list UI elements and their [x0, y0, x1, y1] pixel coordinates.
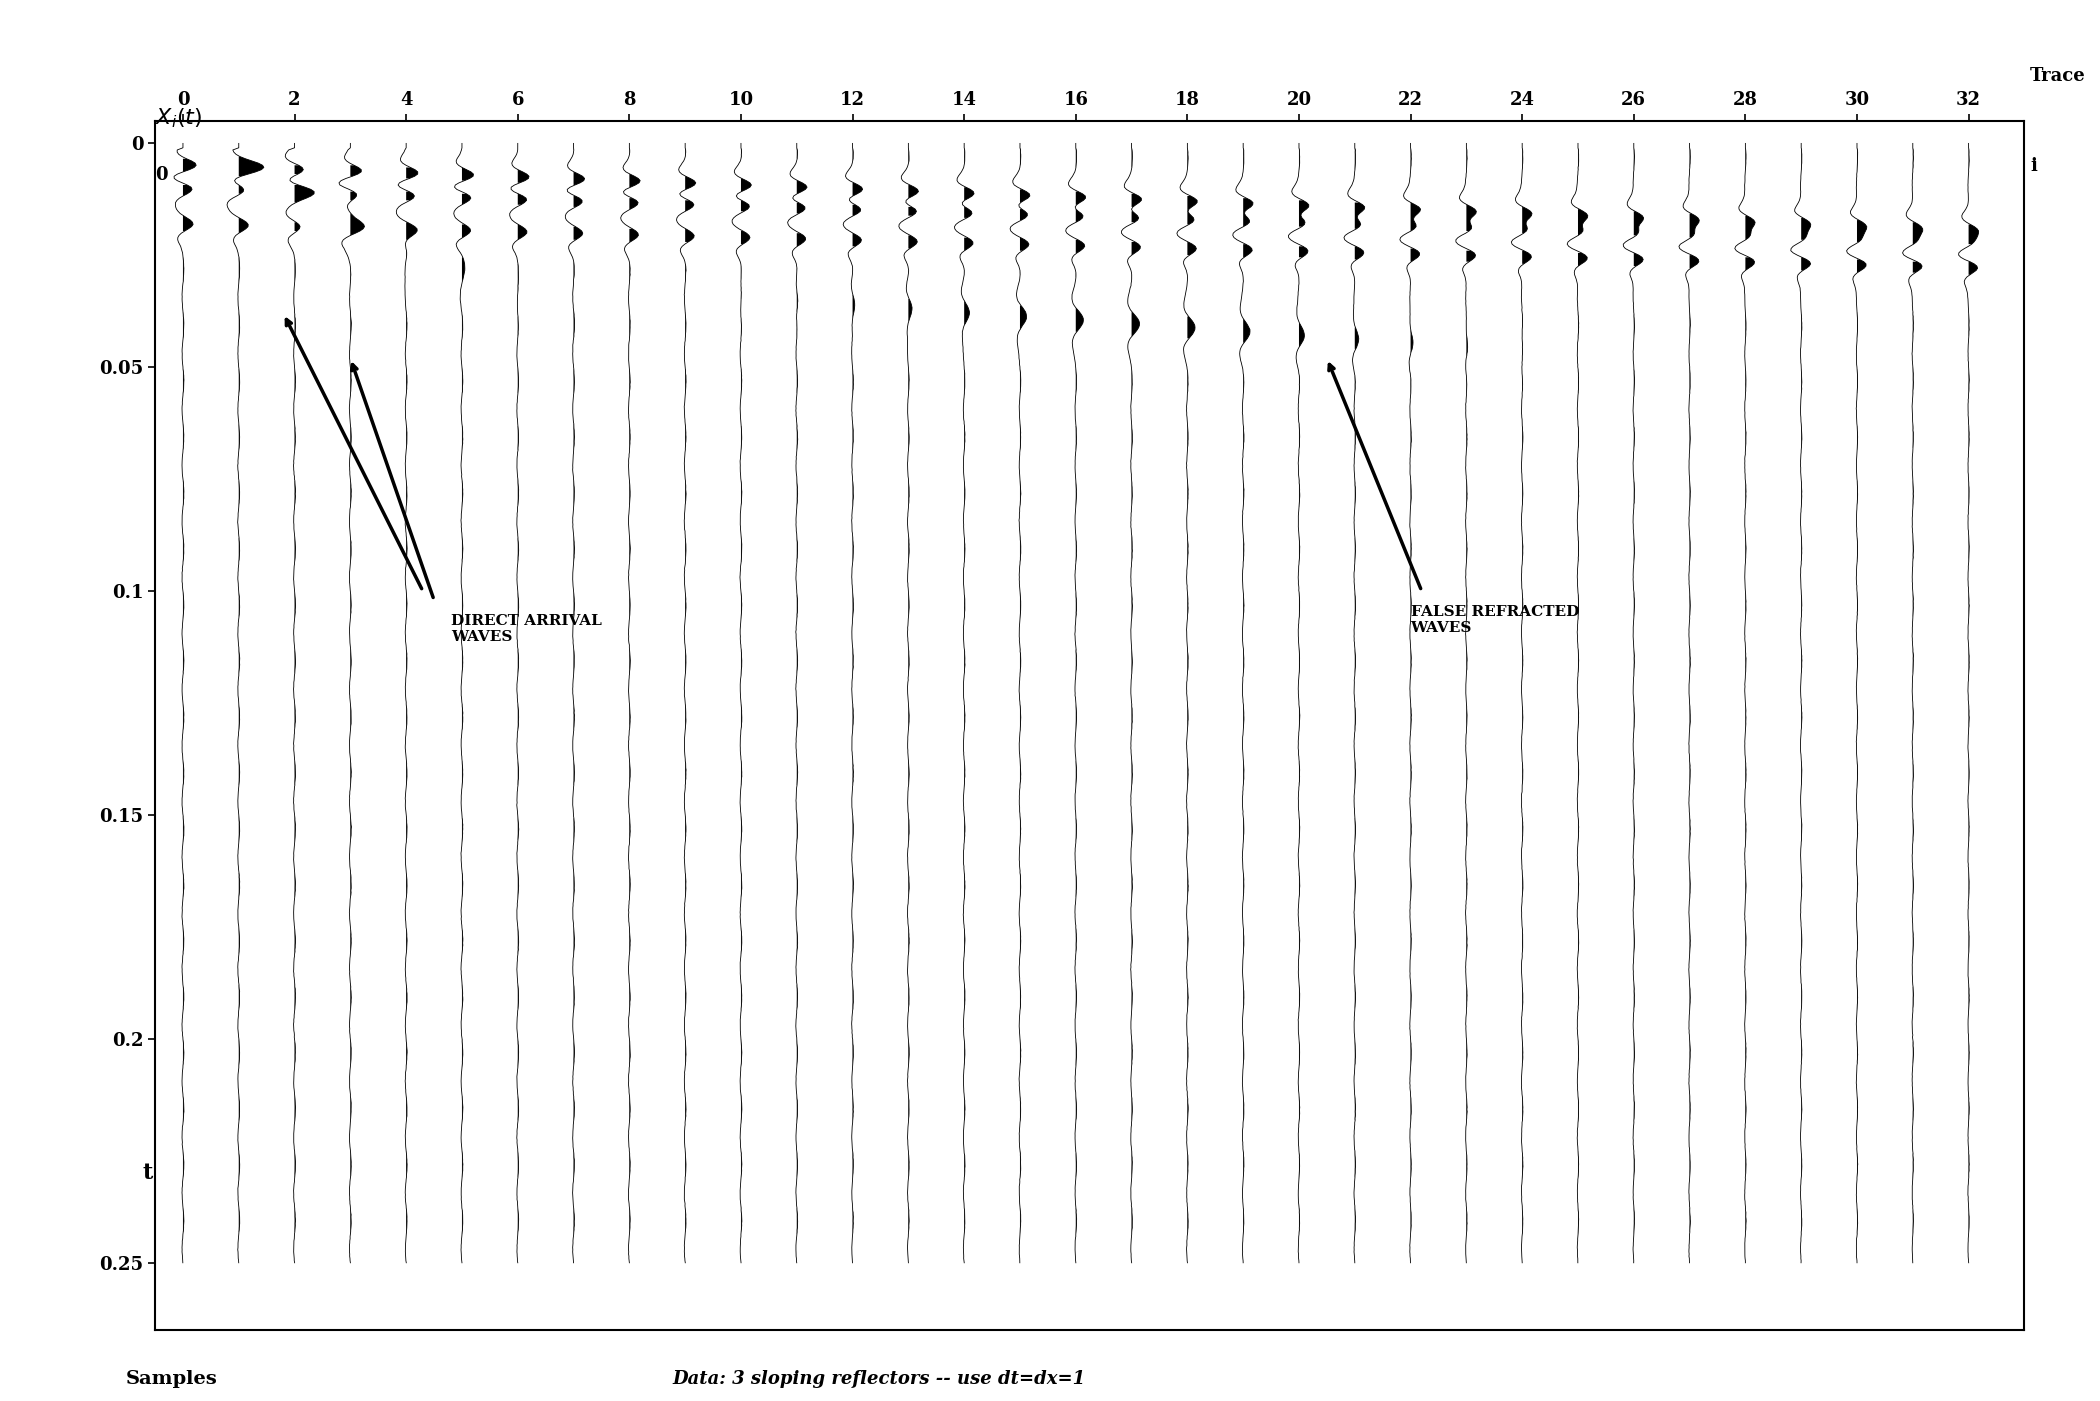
Text: Data: 3 sloping reflectors -- use dt=dx=1: Data: 3 sloping reflectors -- use dt=dx=… — [672, 1370, 1086, 1388]
Text: t: t — [143, 1163, 153, 1184]
Text: 0: 0 — [155, 165, 168, 184]
Text: Samples: Samples — [126, 1370, 218, 1388]
Text: i: i — [2031, 157, 2037, 175]
Text: Trace: Trace — [2031, 67, 2085, 85]
Text: DIRECT ARRIVAL
WAVES: DIRECT ARRIVAL WAVES — [452, 614, 603, 643]
Text: FALSE REFRACTED
WAVES: FALSE REFRACTED WAVES — [1411, 605, 1579, 635]
Text: $X_i(t)$: $X_i(t)$ — [155, 106, 202, 130]
